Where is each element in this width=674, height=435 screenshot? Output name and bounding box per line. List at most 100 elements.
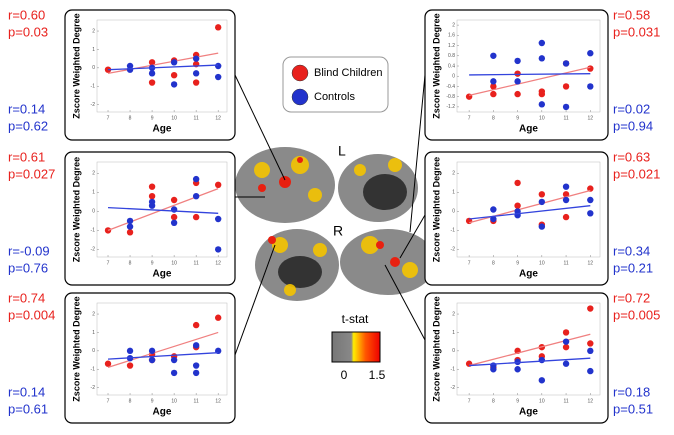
point xyxy=(104,360,112,367)
y-tick-label: -2 xyxy=(91,247,96,253)
stat-r: r=0.72 xyxy=(613,290,650,305)
x-tick-label: 8 xyxy=(492,398,495,404)
point xyxy=(126,362,134,369)
y-tick-label: 2 xyxy=(92,171,95,177)
y-tick-label: 2 xyxy=(92,311,95,317)
point xyxy=(562,343,570,351)
x-tick-label: 10 xyxy=(539,115,545,121)
x-tick-label: 7 xyxy=(107,398,110,404)
point xyxy=(562,103,570,111)
x-tick-label: 12 xyxy=(588,260,594,266)
colorbar-min: 0 xyxy=(341,368,348,382)
x-tick-label: 9 xyxy=(151,115,154,121)
stat-r: r=0.61 xyxy=(8,149,45,164)
point xyxy=(562,360,570,367)
y-tick-label: -1 xyxy=(91,228,96,234)
y-tick-label: -1 xyxy=(451,228,456,234)
y-tick-label: 0.8 xyxy=(448,53,455,59)
point xyxy=(214,215,222,223)
x-tick-label: 10 xyxy=(539,260,545,266)
point xyxy=(214,62,222,70)
stat-p: p=0.62 xyxy=(8,118,48,133)
x-tick-label: 8 xyxy=(129,398,132,404)
point xyxy=(170,369,178,377)
y-tick-label: 1 xyxy=(92,47,95,53)
stat-r: r=0.02 xyxy=(613,101,650,116)
point xyxy=(514,90,521,98)
point xyxy=(490,83,497,90)
point xyxy=(192,369,200,377)
y-tick-label: 0.4 xyxy=(448,63,455,69)
y-tick-label: 2 xyxy=(452,311,455,317)
point xyxy=(587,340,594,347)
point xyxy=(214,181,222,188)
y-tick-label: 0 xyxy=(452,209,455,215)
plot-area xyxy=(96,302,228,396)
fit-line xyxy=(468,66,591,97)
x-tick-label: 11 xyxy=(563,115,568,121)
stat-p: p=0.021 xyxy=(613,166,660,181)
point xyxy=(538,223,546,230)
point xyxy=(587,185,594,192)
x-axis-title: Age xyxy=(153,124,172,135)
point xyxy=(126,217,134,225)
y-tick-label: 1.6 xyxy=(448,33,455,39)
point xyxy=(490,52,497,59)
fit-line xyxy=(469,205,591,220)
plot-area xyxy=(96,19,228,113)
point xyxy=(587,210,594,217)
stat-r: r=0.63 xyxy=(613,149,650,164)
stat-r: r=0.58 xyxy=(613,7,650,22)
stat-p: p=0.005 xyxy=(613,307,660,322)
stat-r: r=0.60 xyxy=(8,7,45,22)
point xyxy=(214,24,222,31)
x-tick-label: 8 xyxy=(129,260,132,266)
fit-line xyxy=(107,352,219,360)
x-tick-label: 10 xyxy=(539,398,545,404)
point xyxy=(192,362,200,369)
x-tick-label: 12 xyxy=(215,260,221,266)
point xyxy=(170,196,178,204)
point xyxy=(562,183,570,190)
fit-line xyxy=(468,333,591,367)
y-axis-title: Zscore Weighted Degree xyxy=(431,296,441,401)
point xyxy=(538,356,546,364)
y-tick-label: 1 xyxy=(92,330,95,336)
y-tick-label: -1 xyxy=(451,367,456,373)
point xyxy=(587,50,594,57)
point xyxy=(126,66,134,73)
point xyxy=(538,88,546,95)
y-axis-title: Zscore Weighted Degree xyxy=(71,13,81,118)
point xyxy=(514,78,521,85)
point xyxy=(148,59,156,66)
x-tick-label: 11 xyxy=(194,260,199,266)
y-tick-label: -2 xyxy=(451,385,456,391)
point xyxy=(490,78,497,85)
point xyxy=(490,366,497,373)
x-axis-title: Age xyxy=(519,407,538,418)
y-tick-label: 0 xyxy=(452,348,455,354)
brain-label: R xyxy=(333,223,343,239)
fit-line xyxy=(107,187,219,232)
stat-r: r=-0.09 xyxy=(8,243,50,258)
y-axis-title: Zscore Weighted Degree xyxy=(71,296,81,401)
x-tick-label: 11 xyxy=(194,398,199,404)
point xyxy=(126,223,134,230)
panel xyxy=(64,151,236,286)
point xyxy=(148,70,156,77)
x-axis-title: Age xyxy=(153,269,172,280)
legend-marker xyxy=(291,88,309,106)
y-tick-label: -0.8 xyxy=(446,94,455,100)
y-tick-label: -2 xyxy=(91,385,96,391)
point xyxy=(538,101,546,108)
x-tick-label: 10 xyxy=(171,115,177,121)
point xyxy=(170,356,178,364)
colorbar-label: t-stat xyxy=(342,312,369,326)
x-tick-label: 11 xyxy=(563,398,568,404)
point xyxy=(148,79,156,86)
x-tick-label: 7 xyxy=(107,260,110,266)
point xyxy=(562,329,570,336)
fit-line xyxy=(107,64,219,71)
x-tick-label: 12 xyxy=(588,115,594,121)
